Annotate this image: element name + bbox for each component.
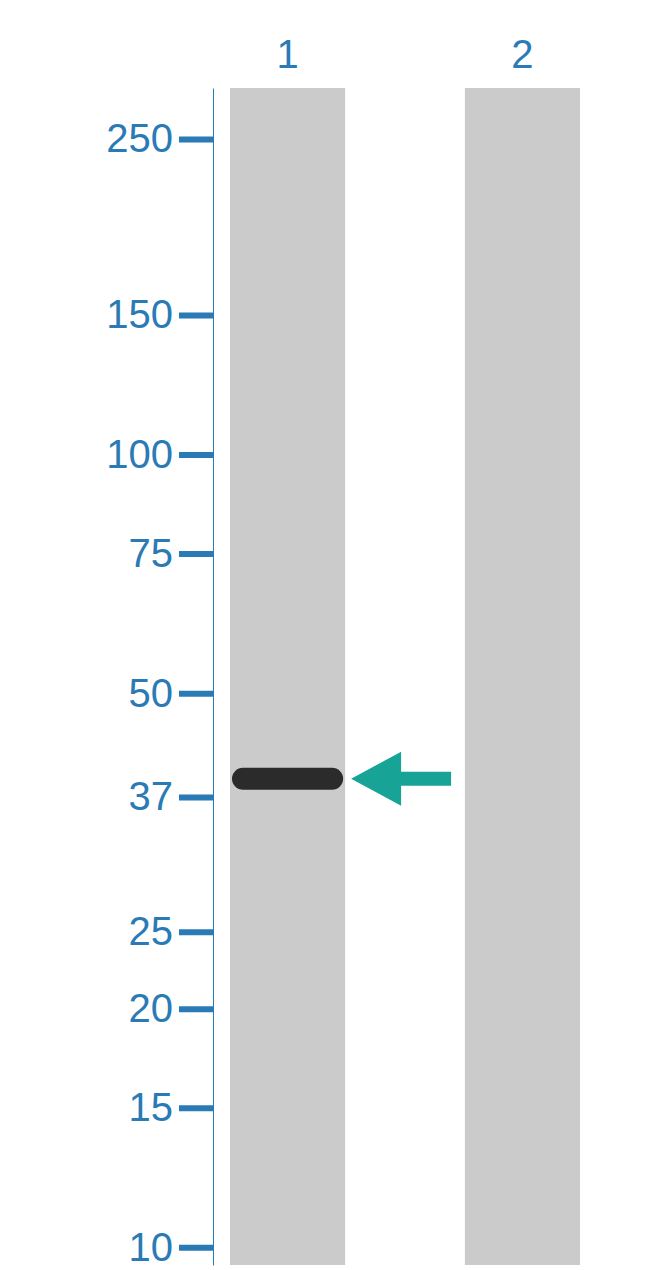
lane [230, 88, 345, 1265]
tick-mark [179, 1006, 213, 1012]
tick-mark [179, 1245, 213, 1251]
axis-line [213, 89, 214, 1266]
tick: 100 [106, 432, 213, 476]
plot-area [230, 88, 580, 1265]
tick: 37 [129, 774, 214, 818]
tick-label: 37 [129, 774, 174, 818]
tick: 250 [106, 116, 213, 160]
tick-mark [179, 452, 213, 458]
tick: 75 [129, 531, 214, 575]
tick-label: 75 [129, 531, 174, 575]
tick-label: 25 [129, 909, 174, 953]
tick: 150 [106, 292, 213, 336]
y-axis: 250 150 100 75 50 37 25 20 15 10 [106, 89, 213, 1269]
tick-mark [179, 794, 213, 800]
arrow [351, 752, 451, 806]
tick: 15 [129, 1085, 214, 1129]
tick-mark [179, 691, 213, 697]
tick-mark [179, 551, 213, 557]
tick-label: 20 [129, 986, 174, 1030]
tick-mark [179, 312, 213, 318]
tick-label: 250 [106, 116, 173, 160]
tick-label: 15 [129, 1085, 174, 1129]
tick-label: 10 [129, 1225, 174, 1269]
tick-mark [179, 1105, 213, 1111]
tick-label: 150 [106, 292, 173, 336]
lane-label: 1 [276, 32, 298, 76]
lane-tick: 1 [276, 32, 298, 76]
lane-axis: 12 [276, 32, 533, 76]
tick-label: 100 [106, 432, 173, 476]
tick: 10 [129, 1225, 214, 1269]
band [232, 768, 343, 790]
tick-mark [179, 137, 213, 143]
tick-label: 50 [129, 671, 174, 715]
tick: 25 [129, 909, 214, 953]
lane [465, 88, 580, 1265]
blot-figure: 2501501007550372520151012 [0, 0, 650, 1270]
lane-tick: 2 [511, 32, 533, 76]
tick-mark [179, 929, 213, 935]
lane-label: 2 [511, 32, 533, 76]
tick: 50 [129, 671, 214, 715]
tick: 20 [129, 986, 214, 1030]
